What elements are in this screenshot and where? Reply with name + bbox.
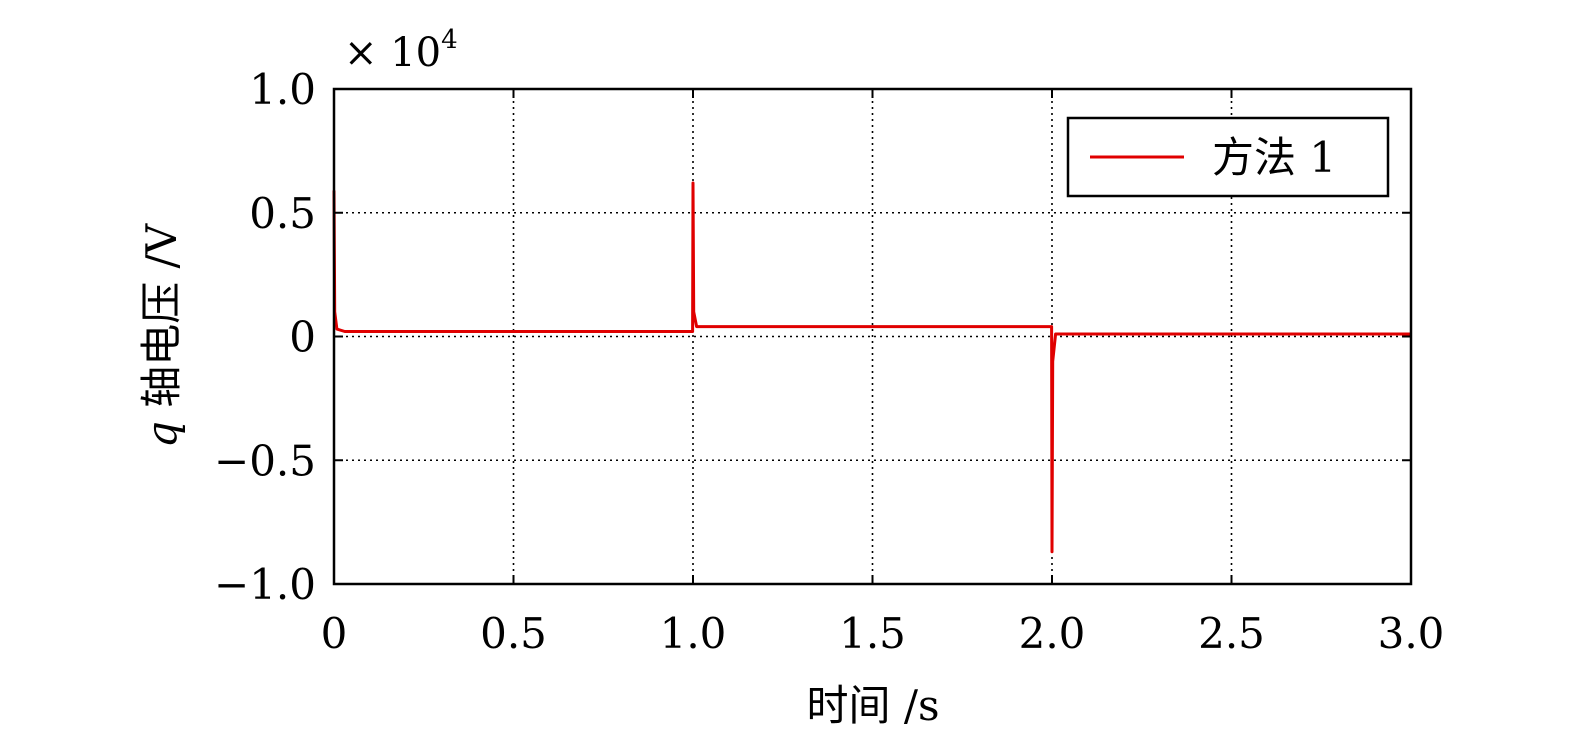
y-tick-label: 0.5 — [249, 189, 316, 238]
x-tick-labels: 0 0.5 1.0 1.5 2.0 2.5 3.0 — [321, 609, 1445, 658]
y-tick-label: −0.5 — [214, 436, 316, 485]
y-tick-label: −1.0 — [214, 560, 316, 609]
y-tick-labels: 1.0 0.5 0 −0.5 −1.0 — [214, 65, 316, 609]
x-tick-label: 0 — [321, 609, 348, 658]
x-tick-label: 2.5 — [1198, 609, 1265, 658]
x-tick-label: 2.0 — [1019, 609, 1086, 658]
y-axis-label-rest: 轴电压 /V — [137, 223, 186, 421]
x-tick-label: 1.5 — [839, 609, 906, 658]
ticks — [333, 88, 1412, 585]
y-tick-label: 1.0 — [249, 65, 316, 114]
y-axis-label: q 轴电压 /V — [137, 223, 186, 448]
y-tick-label: 0 — [289, 313, 316, 362]
x-tick-label: 1.0 — [660, 609, 727, 658]
x-tick-label: 3.0 — [1378, 609, 1445, 658]
y-axis-label-italic: q — [137, 421, 186, 448]
y-multiplier-times: × 10 — [344, 30, 441, 76]
series-line — [332, 181, 1411, 554]
y-multiplier-exponent: 4 — [441, 25, 458, 55]
series-layer — [332, 181, 1411, 554]
legend: 方法 1 — [1066, 116, 1390, 198]
legend-label: 方法 1 — [1212, 133, 1336, 182]
y-multiplier: × 104 — [344, 25, 458, 76]
x-tick-label: 0.5 — [480, 609, 547, 658]
x-axis-label: 时间 /s — [806, 681, 939, 730]
